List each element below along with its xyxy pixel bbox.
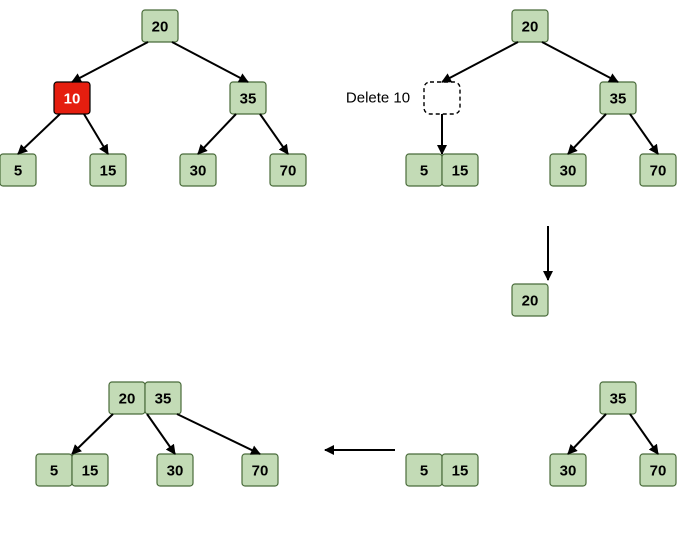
node-value: 30 [167, 463, 184, 480]
tree-edge [542, 42, 618, 82]
node-value: 15 [452, 163, 469, 180]
node-value: 35 [155, 391, 172, 408]
tree-edge [72, 42, 148, 82]
tree-node: 30 [180, 154, 216, 186]
tree-node: 30 [550, 154, 586, 186]
node-value: 35 [240, 91, 257, 108]
node-value: 10 [64, 91, 81, 108]
tree-node: 15 [90, 154, 126, 186]
tree-node: 5 [0, 154, 36, 186]
tree-node: 30 [157, 454, 193, 486]
tree-edge [568, 114, 606, 154]
node-value: 20 [522, 293, 539, 310]
tree-edge [568, 414, 606, 454]
tree-edge [198, 114, 236, 154]
operation-label: Delete 10 [346, 90, 410, 107]
tree-edge [442, 42, 518, 82]
tree-edge [260, 114, 288, 154]
tree-edge [177, 414, 260, 454]
tree-node: 30 [550, 454, 586, 486]
tree-edge [630, 414, 658, 454]
node-value: 35 [610, 391, 627, 408]
tree-node: 35 [230, 82, 266, 114]
tree-edge [630, 114, 658, 154]
node-value: 15 [100, 163, 117, 180]
node-value: 35 [610, 91, 627, 108]
tree-node: 70 [270, 154, 306, 186]
tree-node: 20 [512, 10, 548, 42]
tree-node: 20 [142, 10, 178, 42]
node-value: 20 [152, 19, 169, 36]
node-value: 30 [190, 163, 207, 180]
node-value: 5 [420, 163, 428, 180]
tree-edge [84, 114, 108, 154]
tree-edge [172, 42, 248, 82]
node-value: 20 [119, 391, 136, 408]
tree-node [424, 82, 460, 114]
tree-node: 20 [512, 284, 548, 316]
node-value: 70 [650, 163, 667, 180]
node-value: 30 [560, 463, 577, 480]
tree-node: 70 [640, 454, 676, 486]
tree-node: 2035 [109, 382, 181, 414]
node-value: 15 [452, 463, 469, 480]
node-value: 5 [14, 163, 22, 180]
node-value: 70 [252, 463, 269, 480]
tree-edge [147, 414, 175, 454]
tree-node: 5 15 [406, 454, 478, 486]
tree-node: 35 [600, 82, 636, 114]
node-value: 30 [560, 163, 577, 180]
node-value: 5 [50, 463, 58, 480]
node-value: 20 [522, 19, 539, 36]
tree-edge [72, 414, 113, 454]
tree-node: 70 [640, 154, 676, 186]
tree-edge [18, 114, 60, 154]
tree-node: 5 15 [36, 454, 108, 486]
node-value: 70 [280, 163, 297, 180]
node-value: 5 [420, 463, 428, 480]
diagram-canvas: 2010355153070203551530702051535307020355… [0, 0, 688, 534]
tree-node: 5 15 [406, 154, 478, 186]
tree-node: 70 [242, 454, 278, 486]
tree-node: 10 [54, 82, 90, 114]
node-value: 15 [82, 463, 99, 480]
node-value: 70 [650, 463, 667, 480]
tree-node: 35 [600, 382, 636, 414]
